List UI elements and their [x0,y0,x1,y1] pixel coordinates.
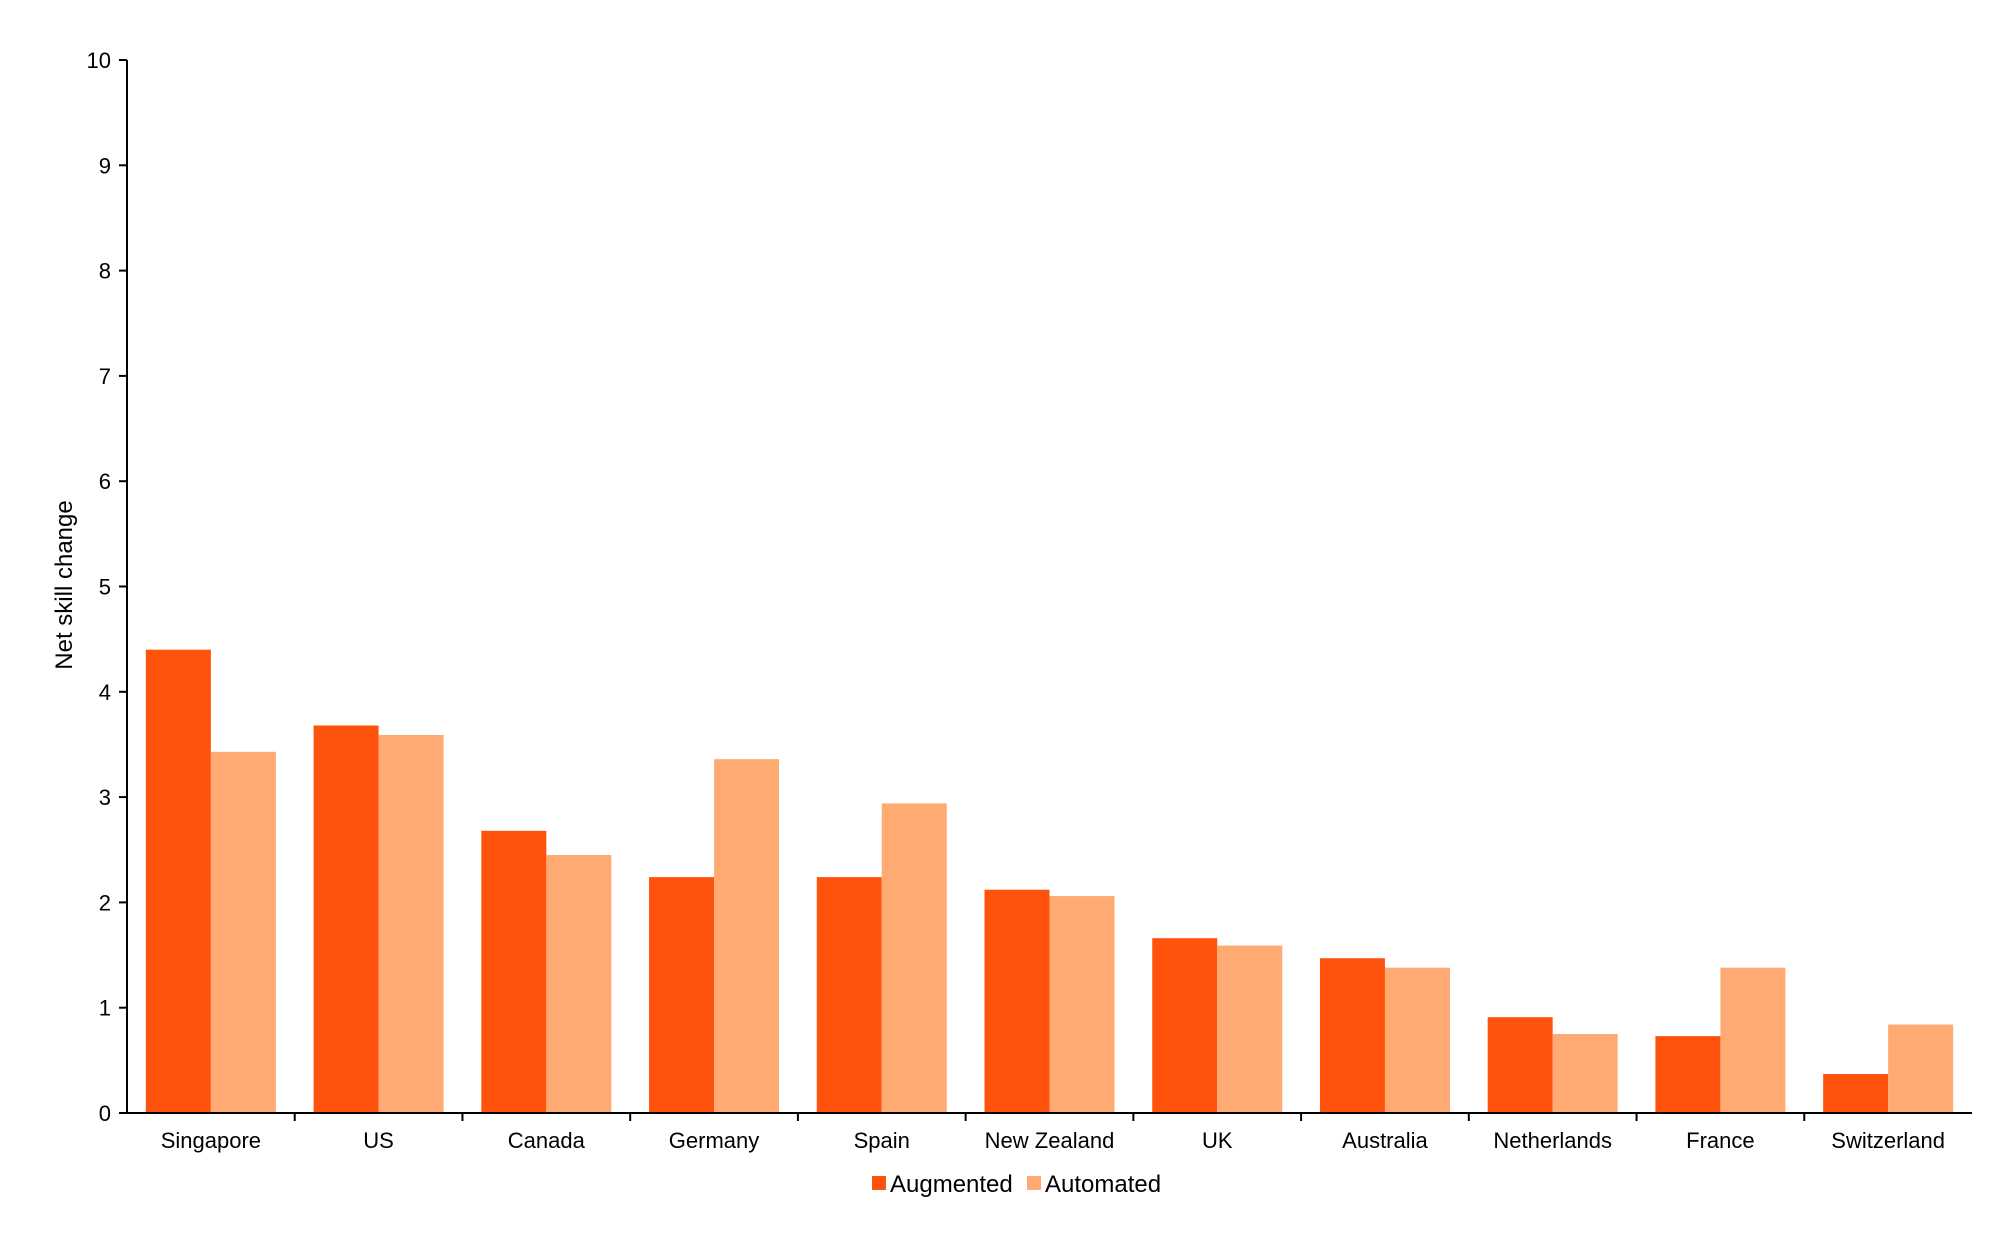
bars [145,649,1954,1113]
y-tick-label: 9 [99,153,111,178]
x-tick-label: Netherlands [1493,1128,1612,1153]
y-tick-label: 1 [99,996,111,1021]
x-tick-label: Canada [508,1128,586,1153]
x-tick-label: Australia [1342,1128,1428,1153]
x-tick-label: Germany [669,1128,759,1153]
bar-augmented-new-zealand [984,889,1050,1113]
bar-augmented-spain [816,877,882,1113]
y-tick-label: 5 [99,575,111,600]
y-axis-ticks: 0 1 2 3 4 5 6 7 8 9 10 [87,48,127,1126]
y-tick-label: 0 [99,1101,111,1126]
y-tick-label: 10 [87,48,111,73]
legend-label-augmented: Augmented [890,1171,1013,1198]
legend-swatch-automated [1027,1176,1041,1190]
bar-augmented-us [313,725,379,1113]
bar-automated-us [378,734,444,1113]
x-tick-label: Spain [854,1128,910,1153]
y-tick-label: 2 [99,890,111,915]
x-tick-label: New Zealand [985,1128,1115,1153]
x-tick-label: Singapore [161,1128,261,1153]
y-axis-title: Net skill change [51,500,78,669]
y-tick-label: 4 [99,680,111,705]
bar-augmented-france [1655,1036,1721,1113]
x-tick-label: US [363,1128,394,1153]
x-tick-label: Switzerland [1831,1128,1945,1153]
bar-automated-singapore [210,751,276,1113]
y-tick-label: 7 [99,364,111,389]
x-axis-ticks: Singapore US Canada Germany Spain New Zealand… [161,1113,1945,1153]
legend-label-automated: Automated [1045,1171,1161,1198]
legend: Augmented Automated [872,1171,1161,1198]
bar-automated-netherlands [1552,1034,1618,1113]
y-tick-label: 8 [99,259,111,284]
bar-automated-australia [1384,967,1450,1113]
legend-swatch-augmented [872,1176,886,1190]
bar-automated-canada [546,855,612,1113]
bar-automated-germany [714,759,780,1113]
bar-automated-spain [881,803,947,1113]
bar-automated-switzerland [1888,1024,1954,1113]
bar-augmented-switzerland [1823,1074,1889,1113]
bar-augmented-netherlands [1487,1017,1553,1113]
bar-automated-new-zealand [1049,896,1115,1113]
bar-augmented-uk [1152,938,1218,1113]
bar-automated-france [1720,967,1786,1113]
bar-augmented-germany [649,877,715,1113]
x-tick-label: UK [1202,1128,1233,1153]
bar-augmented-singapore [145,649,211,1113]
bar-augmented-australia [1319,958,1385,1113]
x-tick-label: France [1686,1128,1754,1153]
bar-augmented-canada [481,830,547,1113]
bar-automated-uk [1217,945,1283,1113]
y-tick-label: 3 [99,785,111,810]
y-tick-label: 6 [99,469,111,494]
